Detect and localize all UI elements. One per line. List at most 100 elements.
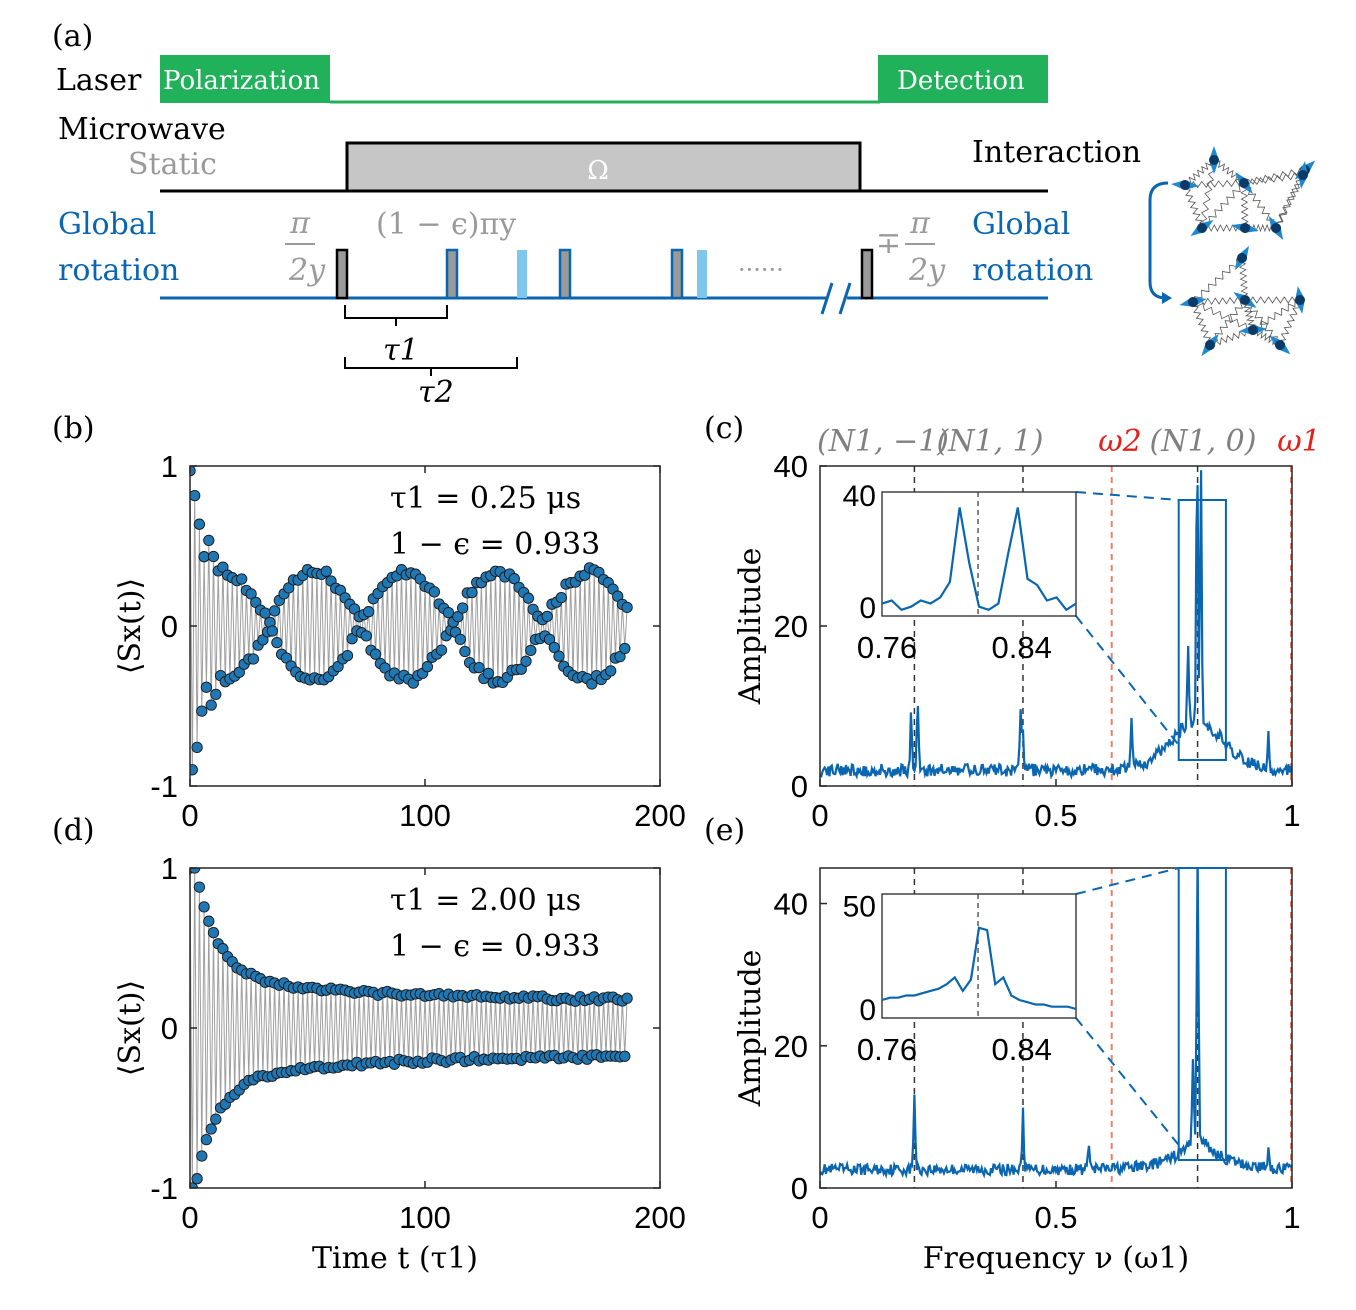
top-label: (N1, 0) [1150,424,1257,459]
data-point [200,1133,213,1146]
data-point [442,606,455,619]
y-tick-label: 20 [774,609,808,644]
inset: 0 40 0.76 0.84 [843,480,1077,665]
spin-site [1209,146,1219,174]
panel-label: (e) [704,813,745,848]
data-point [621,601,633,614]
spin-coupling [1244,167,1306,187]
data-point [196,705,208,717]
spin-coupling [1243,171,1303,186]
y-tick-label: 40 [774,887,808,922]
spin-coupling [1244,296,1301,304]
inset-y-tick-label: 40 [843,480,876,513]
data-point [266,625,278,637]
inset-x-tick-label: 0.84 [992,1032,1052,1067]
zoom-connector [1075,867,1179,895]
spin-coupling [1182,184,1205,228]
spin-coupling [1240,182,1249,229]
annotation: 1 − ϵ = 0.933 [390,527,600,562]
spectrum-line [820,470,1292,781]
inset-x-tick-label: 0.84 [992,630,1052,665]
x-tick-label: 200 [634,1200,686,1235]
x-axis-label: Frequency ν (ω1) [923,1241,1190,1276]
global-rotation-left-2: rotation [58,253,179,288]
tau2-label: τ2 [418,375,454,410]
inset-y-tick-label: 0 [859,592,876,625]
data-point [473,661,485,674]
data-point [482,667,495,680]
tau2-bracket [344,357,518,376]
two-y-left: 2y [288,253,326,288]
spin-site [1269,335,1291,355]
ellipsis: ······ [738,256,784,284]
x-tick-label: 200 [634,798,686,833]
polarization-label: Polarization [163,66,320,96]
data-point [459,645,471,658]
spin-site [1295,286,1305,314]
inset-box [881,893,1077,1019]
inset-y-tick-label: 0 [859,994,876,1027]
x-tick-label: 0 [181,798,198,833]
data-point [268,605,281,617]
inset-box [881,491,1077,617]
x-tick-label: 0 [811,1200,828,1235]
spin-coupling [1184,179,1245,189]
data-point [452,611,464,623]
spin-site [1239,325,1267,335]
spin-network-icon [1171,146,1316,357]
top-label: (N1, −1) [817,424,949,459]
zoom-connector [1075,491,1179,501]
panel-a-label: (a) [52,19,93,54]
x-tick-label: 100 [399,1200,451,1235]
tau1-bracket [344,305,448,326]
y-tick-label: 0 [791,1171,808,1206]
top-label: ω1 [1277,424,1321,459]
y-axis-label: Amplitude [733,950,768,1108]
panel-label: (b) [52,411,95,446]
spin-site [1233,292,1257,308]
data-point [207,926,220,939]
y-tick-label: 1 [161,851,178,886]
data-point [548,641,560,654]
y-axis-label: ⟨Sx(t)⟩ [113,980,148,1076]
data-point [271,636,283,649]
data-point [522,592,535,604]
panel-d: (d)0 100 200-101⟨Sx(t)⟩τ1 = 2.00 μs1 − ϵ =… [52,813,686,1276]
pulse-pi-half-start [335,248,349,300]
spin-coupling [1184,159,1215,188]
data-point [190,489,201,502]
spin-coupling [1190,301,1213,345]
spin-site [1298,161,1308,189]
y-tick-label: 20 [774,1029,808,1064]
data-point [200,681,213,693]
data-point [456,602,469,614]
data-point [466,586,478,599]
y-tick-label: 1 [161,449,178,484]
y-axis-label: Amplitude [733,548,768,706]
data-point [360,630,372,642]
data-point [619,642,631,655]
top-label: ω2 [1098,424,1142,459]
data-point [205,699,217,711]
data-point [555,591,567,604]
data-point [210,1113,222,1125]
data-point [190,868,201,874]
laser-label: Laser [56,63,142,98]
network-arrowhead [1162,292,1172,304]
panel-label: (d) [52,813,95,848]
inset-spectrum [881,507,1077,612]
pulse-angle-label: (1 − ϵ)πy [376,207,516,242]
x-tick-label: 0.5 [1034,798,1077,833]
y-axis-label: ⟨Sx(t)⟩ [113,578,148,674]
y-tick-label: -1 [150,769,178,804]
data-point [320,565,332,577]
spin-site [1235,172,1253,194]
data-point [203,534,215,547]
data-point [508,573,520,585]
pulse-3 [670,248,684,300]
pi-numerator-right: π [909,206,931,241]
data-point [245,588,257,600]
data-point [619,1050,631,1062]
inset: 0 50 0.76 0.84 [843,890,1077,1067]
